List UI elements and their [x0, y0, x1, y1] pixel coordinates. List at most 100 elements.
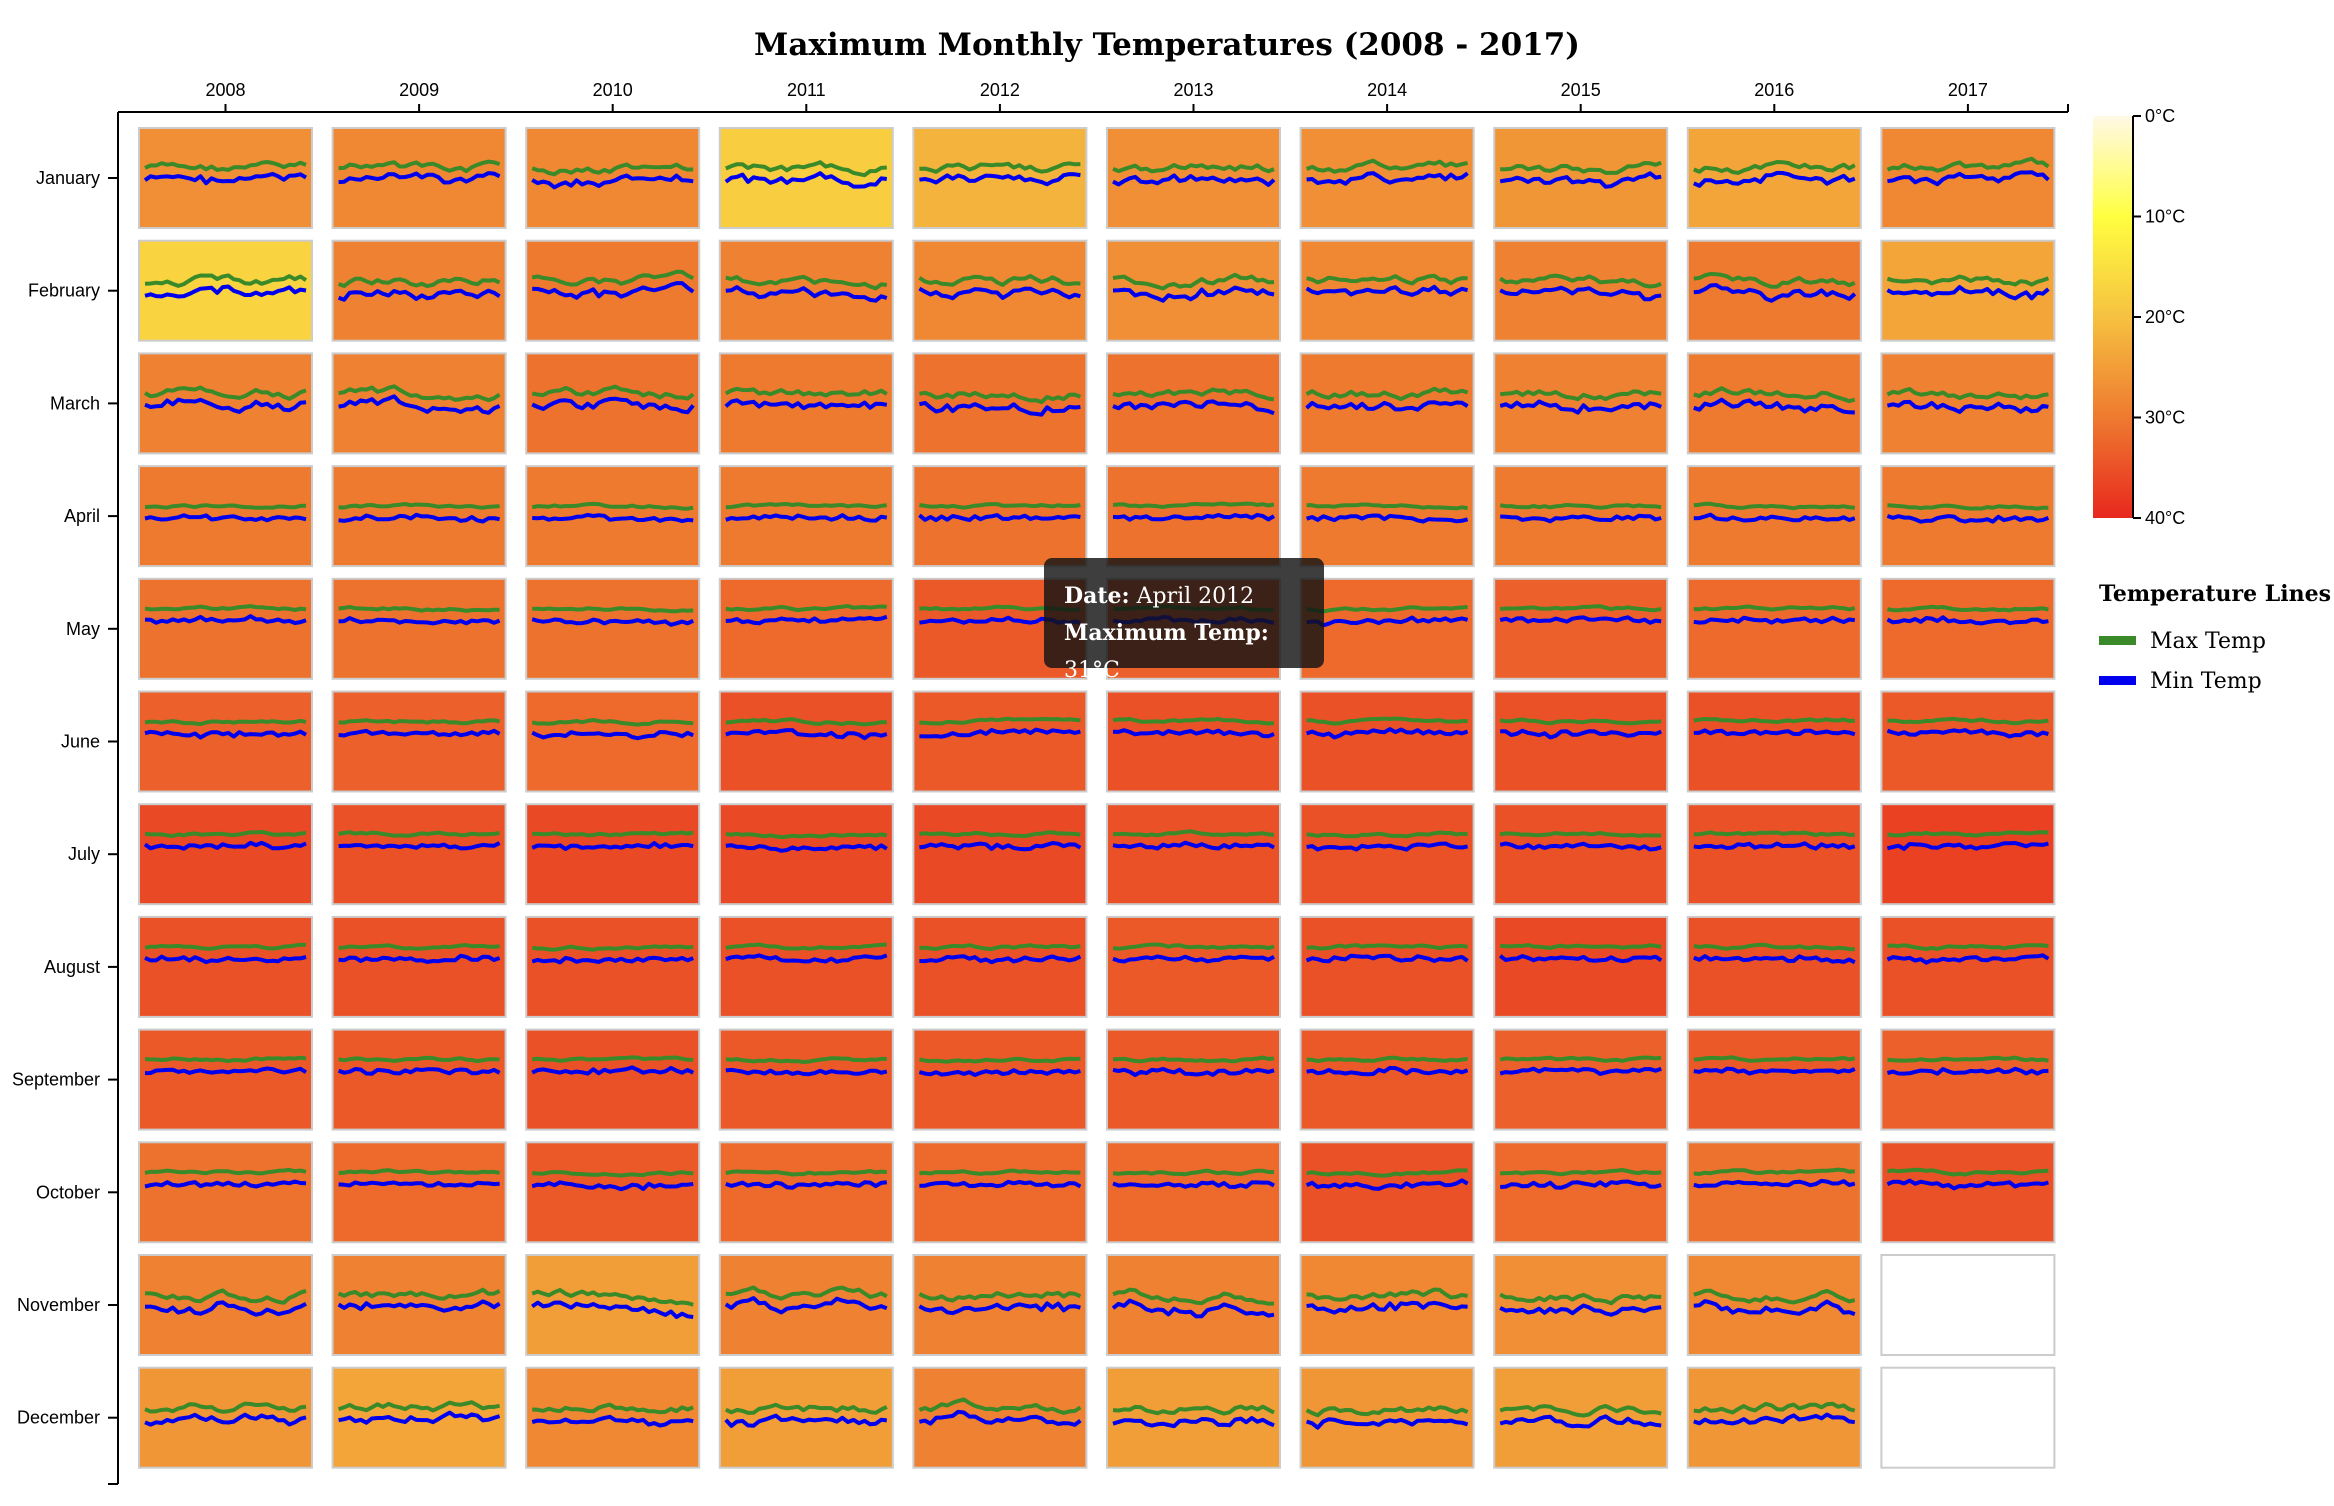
heatmap-cell[interactable]: [1299, 803, 1475, 906]
heatmap-cell[interactable]: [1880, 1254, 2056, 1356]
heatmap-cell[interactable]: [1106, 1141, 1281, 1244]
heatmap-cell[interactable]: [331, 1028, 507, 1131]
x-tick-label: 2015: [1561, 80, 1601, 100]
heatmap-cell[interactable]: [718, 803, 894, 906]
heatmap-cell[interactable]: [912, 1028, 1088, 1131]
min-temp-line: [725, 728, 888, 741]
heatmap-cell[interactable]: [331, 803, 507, 906]
heatmap-cell[interactable]: [1299, 915, 1475, 1018]
heatmap-cell[interactable]: [1493, 577, 1669, 680]
heatmap-cell[interactable]: [525, 915, 701, 1018]
heatmap-cell[interactable]: [1493, 1028, 1669, 1131]
min-temp-line: [1500, 728, 1662, 740]
heatmap-cell[interactable]: [1880, 1028, 2056, 1131]
heatmap-cell[interactable]: [1299, 577, 1475, 680]
max-temp-line: [1112, 272, 1275, 291]
max-temp-line: [1886, 387, 2049, 401]
heatmap-cell[interactable]: [1106, 1028, 1281, 1131]
heatmap-cell[interactable]: [1880, 690, 2056, 793]
heatmap-cell[interactable]: [1493, 1141, 1669, 1244]
heatmap-cell[interactable]: [331, 915, 507, 1018]
heatmap-cell[interactable]: [331, 690, 507, 793]
heatmap-cell[interactable]: [1686, 690, 1862, 793]
min-temp-line: [1306, 615, 1469, 628]
heatmap-cell[interactable]: [525, 1254, 701, 1356]
heatmap-cell[interactable]: [1106, 915, 1281, 1018]
max-temp-line: [1499, 1292, 1662, 1306]
y-tick-label: March: [50, 393, 100, 413]
heatmap-cell[interactable]: [1106, 1254, 1281, 1356]
heatmap-cell[interactable]: [1299, 1366, 1475, 1469]
max-temp-line: [337, 276, 501, 289]
max-temp-line: [1112, 1055, 1275, 1064]
heatmap-cell[interactable]: [1686, 127, 1862, 229]
max-temp-line: [919, 502, 1081, 510]
heatmap-cell[interactable]: [138, 1141, 313, 1244]
heatmap-cell[interactable]: [525, 690, 701, 793]
heatmap-cell[interactable]: [1880, 577, 2056, 680]
max-temp-line: [1306, 830, 1468, 839]
heatmap-cell[interactable]: [718, 577, 894, 680]
heatmap-cell[interactable]: [525, 803, 701, 906]
heatmap-cell[interactable]: [1686, 239, 1862, 342]
heatmap-cell[interactable]: [525, 1028, 701, 1131]
heatmap-cell[interactable]: [1686, 803, 1862, 906]
heatmap-cell[interactable]: [138, 803, 313, 906]
heatmap-cell[interactable]: [1299, 690, 1475, 793]
heatmap-cell[interactable]: [718, 690, 894, 793]
heatmap-cell[interactable]: [1686, 1141, 1862, 1244]
heatmap-cell[interactable]: [1686, 1028, 1862, 1131]
min-temp-line: [144, 729, 307, 740]
max-temp-line: [338, 159, 501, 174]
heatmap-cell[interactable]: [912, 352, 1088, 455]
heatmap-cell[interactable]: [912, 803, 1088, 906]
heatmap-cell[interactable]: [331, 1141, 507, 1244]
min-temp-line: [918, 286, 1081, 301]
heatmap-cell[interactable]: [912, 690, 1088, 793]
heatmap-cell[interactable]: [1299, 1141, 1475, 1244]
heatmap-cell[interactable]: [718, 915, 894, 1018]
heatmap-cell[interactable]: [1880, 1141, 2056, 1244]
heatmap-cell[interactable]: [718, 1028, 894, 1131]
heatmap-cell[interactable]: [718, 1141, 894, 1244]
min-temp-line: [337, 1299, 501, 1313]
heatmap-cell[interactable]: [138, 1028, 313, 1131]
heatmap-cell[interactable]: [1880, 1366, 2056, 1469]
heatmap-cell[interactable]: [1880, 803, 2056, 906]
max-temp-line: [144, 718, 307, 727]
x-tick-label: 2013: [1173, 80, 1213, 100]
heatmap-cell[interactable]: [138, 1366, 313, 1469]
heatmap-cell[interactable]: [718, 1366, 894, 1469]
max-temp-line: [1693, 271, 1856, 289]
heatmap-cell[interactable]: [1106, 803, 1281, 906]
min-temp-line: [144, 397, 307, 414]
heatmap-cell[interactable]: [1686, 915, 1862, 1018]
max-temp-line: [918, 1290, 1082, 1303]
heatmap-cell[interactable]: [525, 1141, 701, 1244]
y-tick-label: June: [61, 732, 100, 752]
heatmap-cell[interactable]: [1493, 690, 1669, 793]
max-temp-line: [725, 1056, 887, 1064]
heatmap-cell[interactable]: [525, 577, 701, 680]
min-temp-line: [144, 513, 307, 523]
color-scale-tick-label: 0°C: [2145, 106, 2175, 126]
heatmap-cell[interactable]: [912, 1141, 1088, 1244]
heatmap-cell[interactable]: [138, 915, 313, 1018]
heatmap-cell[interactable]: [138, 577, 313, 680]
heatmap-cell[interactable]: [1493, 915, 1669, 1018]
heatmap-cell[interactable]: [138, 690, 313, 793]
heatmap-cell[interactable]: [331, 577, 507, 680]
max-temp-line: [1886, 274, 2050, 287]
min-temp-line: [1306, 1065, 1469, 1077]
heatmap-cell[interactable]: [138, 352, 313, 455]
heatmap-cell[interactable]: [331, 352, 507, 455]
heatmap-cell[interactable]: [1880, 915, 2056, 1018]
heatmap-cells: [138, 127, 2056, 1469]
heatmap-cell[interactable]: [1299, 1028, 1475, 1131]
max-temp-line: [918, 1397, 1082, 1415]
heatmap-cell[interactable]: [1493, 803, 1669, 906]
heatmap-cell[interactable]: [912, 915, 1088, 1018]
heatmap-cell[interactable]: [525, 465, 701, 568]
heatmap-cell[interactable]: [1686, 577, 1862, 680]
heatmap-cell[interactable]: [1106, 690, 1281, 793]
